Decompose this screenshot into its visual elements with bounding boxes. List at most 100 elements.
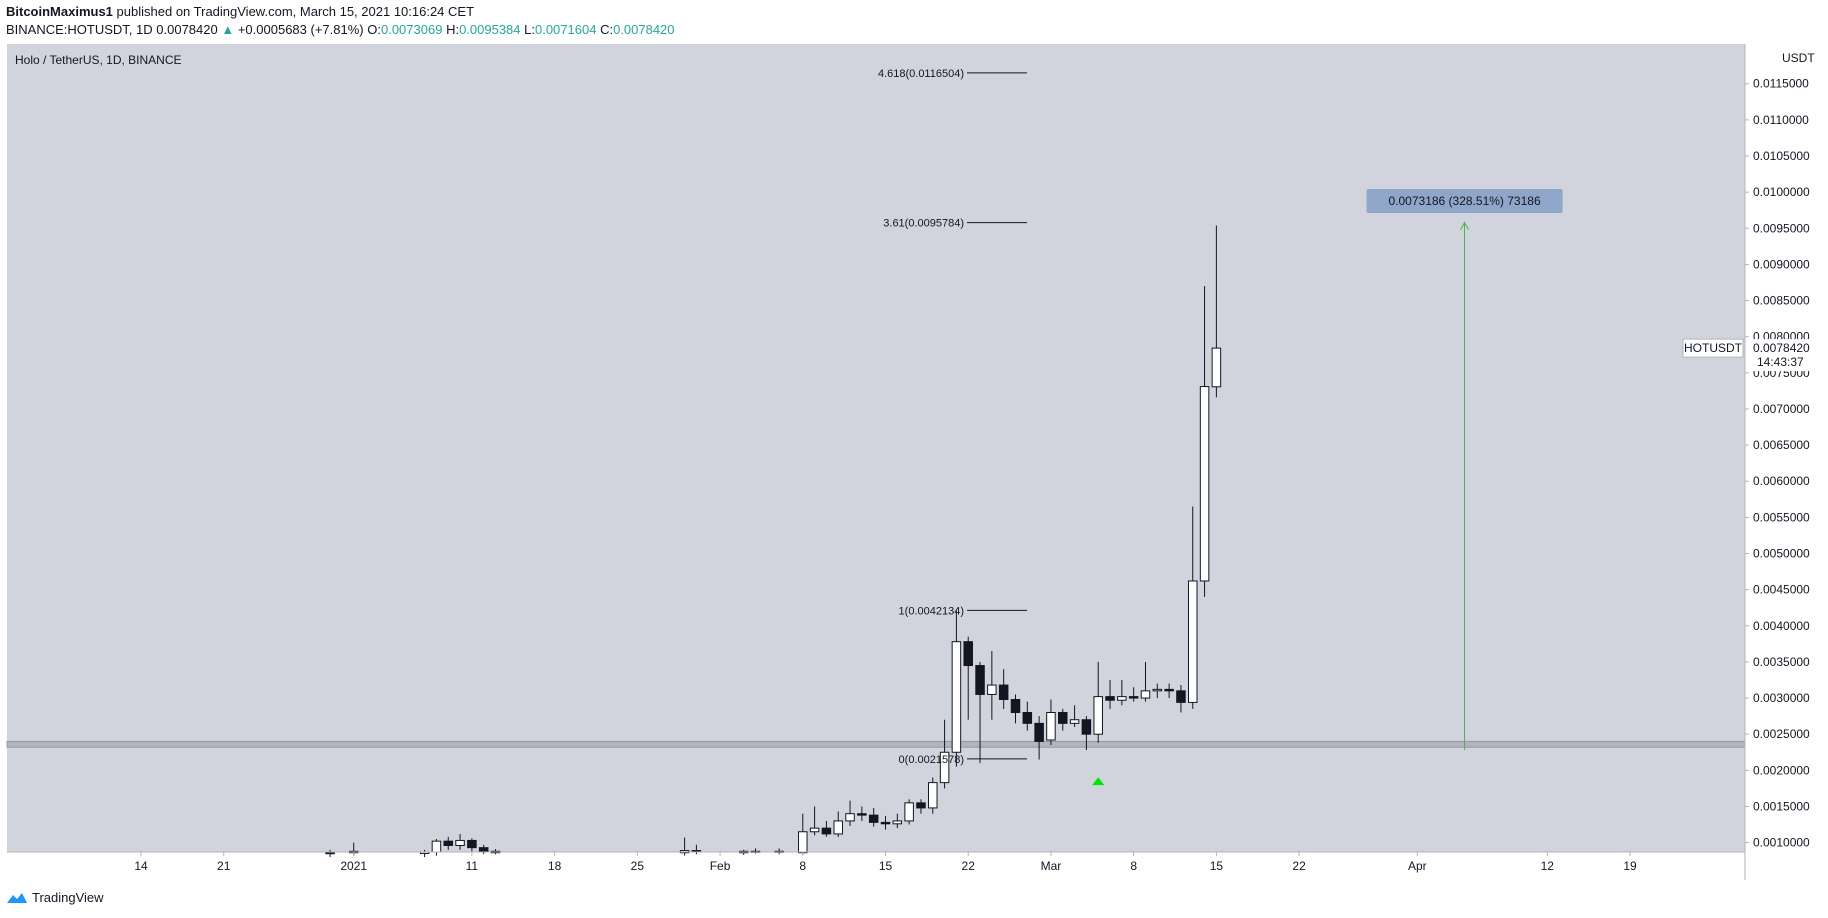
symbol-tag-box[interactable] bbox=[1682, 338, 1744, 358]
price-axis-label: 0.0020000 bbox=[1753, 763, 1810, 777]
candle-body[interactable] bbox=[1117, 696, 1127, 701]
candle-body[interactable] bbox=[904, 802, 914, 822]
tradingview-logo-text: TradingView bbox=[32, 890, 104, 905]
candle-body[interactable] bbox=[455, 839, 465, 846]
up-arrow-icon: ▲ bbox=[221, 22, 235, 37]
candle-body[interactable] bbox=[821, 827, 832, 835]
candle-body[interactable] bbox=[928, 782, 938, 809]
candle-body[interactable] bbox=[833, 820, 843, 835]
candle-body[interactable] bbox=[1022, 712, 1033, 724]
price-axis-label: 0.0035000 bbox=[1753, 655, 1810, 669]
time-axis-label: 14 bbox=[134, 859, 148, 873]
time-axis-label: 2021 bbox=[340, 859, 367, 873]
high-label: H: bbox=[446, 22, 460, 37]
plot-area[interactable] bbox=[7, 44, 1745, 852]
candle-body[interactable] bbox=[1093, 696, 1103, 735]
price-axis-label: 0.0065000 bbox=[1753, 438, 1810, 452]
candle-body[interactable] bbox=[467, 839, 477, 849]
candle-body[interactable] bbox=[1140, 690, 1151, 699]
candle-body[interactable] bbox=[1034, 722, 1044, 742]
candle-body[interactable] bbox=[1176, 690, 1186, 703]
candle-body[interactable] bbox=[939, 751, 950, 784]
candle-body[interactable] bbox=[998, 684, 1009, 701]
candle-body[interactable] bbox=[1046, 712, 1056, 741]
price-change: +0.0005683 (+7.81%) bbox=[237, 22, 364, 37]
time-axis-label: 8 bbox=[1130, 859, 1137, 873]
time-axis-label: 21 bbox=[217, 859, 231, 873]
candle-body[interactable] bbox=[963, 641, 973, 667]
candle-body[interactable] bbox=[857, 813, 867, 816]
price-axis-label: 0.0025000 bbox=[1753, 727, 1810, 741]
time-axis-label: 8 bbox=[799, 859, 806, 873]
price-axis-label: 0.0030000 bbox=[1753, 691, 1810, 705]
candle-body[interactable] bbox=[798, 831, 808, 854]
candle-body[interactable] bbox=[691, 850, 702, 853]
candle-body[interactable] bbox=[892, 820, 903, 825]
author-name[interactable]: BitcoinMaximus1 bbox=[6, 4, 113, 19]
candle-body[interactable] bbox=[1058, 712, 1068, 724]
candle-body[interactable] bbox=[1187, 580, 1198, 703]
close-value: 0.0078420 bbox=[613, 22, 675, 37]
candle-body[interactable] bbox=[1199, 386, 1210, 582]
high-value: 0.0095384 bbox=[459, 22, 521, 37]
price-axis-label: 0.0100000 bbox=[1753, 185, 1810, 199]
price-axis-label: 0.0085000 bbox=[1753, 294, 1810, 308]
candle-body[interactable] bbox=[809, 827, 820, 833]
published-text: published on TradingView.com, March 15, … bbox=[116, 4, 475, 19]
time-axis-label: 15 bbox=[879, 859, 893, 873]
candle-body[interactable] bbox=[951, 641, 962, 753]
price-axis-label: 0.0105000 bbox=[1753, 149, 1810, 163]
low-label: L: bbox=[524, 22, 535, 37]
time-axis-label: 18 bbox=[548, 859, 562, 873]
time-axis-label: Feb bbox=[710, 859, 731, 873]
support-zone[interactable] bbox=[6, 740, 1746, 748]
last-price: 0.0078420 bbox=[156, 22, 218, 37]
tradingview-logo-icon bbox=[7, 892, 27, 903]
time-axis-label: 11 bbox=[466, 859, 479, 873]
current-price-value: 0.0078420 bbox=[1753, 341, 1810, 355]
time-axis-label: Mar bbox=[1041, 859, 1062, 873]
candle-body[interactable] bbox=[478, 847, 489, 852]
buy-signal-marker[interactable] bbox=[1092, 777, 1105, 786]
fib-level-label: 0(0.0021578) bbox=[899, 754, 964, 766]
price-range-box[interactable] bbox=[1366, 189, 1563, 213]
candle-body[interactable] bbox=[431, 840, 442, 853]
header-publish-line: BitcoinMaximus1 published on TradingView… bbox=[6, 4, 474, 19]
candle-body[interactable] bbox=[1069, 719, 1080, 724]
price-axis-label: 0.0110000 bbox=[1753, 113, 1809, 127]
candle-body[interactable] bbox=[880, 821, 891, 825]
chart-title: Holo / TetherUS, 1D, BINANCE bbox=[15, 53, 182, 67]
price-axis-label: 0.0010000 bbox=[1753, 836, 1810, 850]
candle-body[interactable] bbox=[443, 840, 454, 846]
price-axis-label: 0.0060000 bbox=[1753, 474, 1810, 488]
candle-body[interactable] bbox=[1211, 347, 1222, 388]
candle-body[interactable] bbox=[1081, 719, 1092, 735]
symbol-tag: HOTUSDT bbox=[1684, 341, 1743, 355]
candle-body[interactable] bbox=[975, 665, 985, 695]
candle-body[interactable] bbox=[1164, 688, 1174, 692]
current-price-tag[interactable] bbox=[1747, 339, 1815, 372]
candle-body[interactable] bbox=[868, 814, 879, 823]
candle-body[interactable] bbox=[987, 684, 997, 695]
time-axis-label: Apr bbox=[1408, 859, 1427, 873]
candle-body[interactable] bbox=[1010, 699, 1021, 714]
open-label: O: bbox=[367, 22, 381, 37]
candle-body[interactable] bbox=[1105, 696, 1115, 701]
price-axis-label: 0.0115000 bbox=[1753, 77, 1809, 91]
candle-body[interactable] bbox=[1152, 688, 1163, 692]
candle-body[interactable] bbox=[325, 852, 335, 855]
price-axis-label: 0.0050000 bbox=[1753, 547, 1810, 561]
time-axis-label: 19 bbox=[1623, 859, 1637, 873]
price-axis-label: 0.0090000 bbox=[1753, 257, 1810, 271]
candle-body[interactable] bbox=[916, 802, 926, 809]
tradingview-logo[interactable]: TradingView bbox=[6, 890, 104, 905]
low-value: 0.0071604 bbox=[534, 22, 597, 37]
open-value: 0.0073069 bbox=[380, 22, 443, 37]
candle-body[interactable] bbox=[1128, 696, 1139, 699]
fib-level-label: 4.618(0.0116504) bbox=[878, 68, 964, 80]
candle-body[interactable] bbox=[845, 813, 855, 822]
fib-level-label: 1(0.0042134) bbox=[899, 605, 964, 617]
currency-label: USDT bbox=[1782, 51, 1815, 65]
price-axis-label: 0.0070000 bbox=[1753, 402, 1810, 416]
